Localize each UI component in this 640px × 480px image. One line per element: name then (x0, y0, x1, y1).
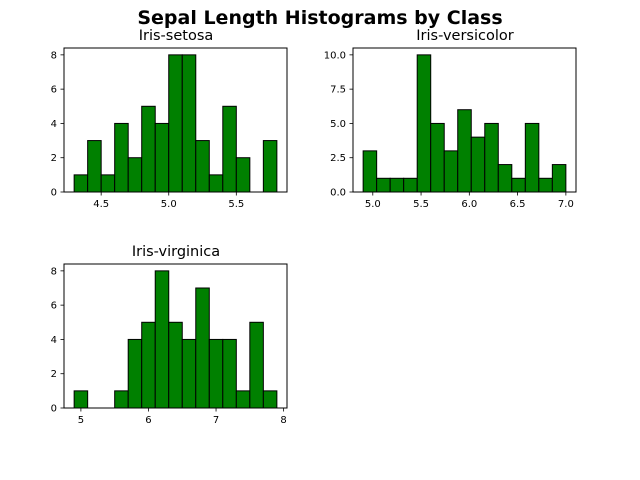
histogram-bar (127, 157, 143, 193)
histogram-bar (181, 338, 197, 409)
histogram-bar (262, 390, 278, 409)
histogram-bar (497, 164, 513, 193)
histogram-bar (511, 177, 526, 193)
x-tick-label: 5.0 (365, 199, 381, 210)
histogram-bar (127, 338, 143, 409)
y-tick-label: 2 (51, 369, 57, 380)
y-tick-label: 5.0 (330, 119, 346, 130)
axes-frame (63, 263, 288, 409)
y-tick-label: 0.0 (330, 188, 346, 199)
histogram-bar (154, 122, 170, 193)
x-tick-label: 7 (213, 415, 219, 426)
axes-frame (352, 47, 577, 193)
histogram-bar (141, 105, 156, 193)
y-tick-label: 10.0 (324, 50, 346, 61)
subplot-iris-setosa: Iris-setosa 4.5 5.0 5.5 0 2 4 6 8 (51, 28, 288, 210)
x-tick-label: 5.5 (413, 199, 429, 210)
x-tick-label: 5 (78, 415, 84, 426)
histogram-bar (168, 321, 183, 409)
histogram-bar (457, 109, 472, 193)
histogram-bar (208, 338, 224, 409)
histogram-bar (235, 390, 251, 409)
subplot-iris-virginica: Iris-virginica 5 6 7 8 0 2 4 6 8 (51, 244, 288, 426)
y-tick-label: 0 (51, 404, 57, 415)
histogram-bar (389, 177, 405, 193)
histogram-bar (470, 136, 486, 193)
figure-title: Sepal Length Histograms by Class (137, 7, 503, 29)
histogram-bar (208, 174, 224, 193)
histogram-bar (403, 177, 418, 193)
histogram-bar (416, 54, 432, 193)
x-tick-label: 6 (145, 415, 151, 426)
y-tick-label: 2.5 (330, 153, 346, 164)
histogram-bar (114, 122, 129, 193)
y-tick-label: 2 (51, 153, 57, 164)
histogram-bar (362, 150, 378, 193)
x-tick-label: 8 (280, 415, 286, 426)
histogram-bar (73, 174, 89, 193)
histogram-bar (195, 287, 210, 409)
histogram-bar (222, 105, 237, 193)
histogram-bar (262, 140, 278, 193)
x-tick-label: 5.0 (161, 199, 177, 210)
histogram-bar (484, 122, 499, 193)
x-tick-label: 6.0 (461, 199, 477, 210)
histogram-bar (114, 390, 129, 409)
histogram-bar (73, 390, 89, 409)
histogram-bar (249, 321, 264, 409)
subplot-title: Iris-virginica (132, 244, 220, 260)
histogram-bar (154, 270, 170, 409)
histogram-bar (100, 174, 116, 193)
histogram-bar (430, 122, 445, 193)
subplot-title: Iris-setosa (139, 28, 214, 44)
x-tick-label: 7.0 (558, 199, 574, 210)
subplot-title: Iris-versicolor (416, 28, 513, 44)
x-tick-label: 6.5 (510, 199, 526, 210)
histogram-bar (538, 177, 553, 193)
histogram-bar (222, 338, 237, 409)
y-tick-label: 6 (51, 85, 57, 96)
histogram-bar (551, 164, 567, 193)
histogram-bar (524, 122, 540, 193)
histogram-bar (443, 150, 459, 193)
histogram-bar (195, 140, 210, 193)
y-tick-label: 4 (51, 335, 57, 346)
y-tick-label: 0 (51, 188, 57, 199)
x-tick-label: 4.5 (93, 199, 109, 210)
y-tick-label: 8 (51, 266, 57, 277)
histogram-bar (235, 157, 251, 193)
histogram-bar (376, 177, 391, 193)
y-tick-label: 7.5 (330, 85, 346, 96)
y-tick-label: 6 (51, 301, 57, 312)
axes-frame (63, 47, 288, 193)
x-tick-label: 5.5 (228, 199, 244, 210)
subplot-iris-versicolor: Iris-versicolor 5.0 5.5 6.0 6.5 7.0 0.0 2.5 5.0… (324, 28, 577, 210)
histogram-bar (181, 54, 197, 193)
histogram-bar (168, 54, 183, 193)
y-tick-label: 8 (51, 50, 57, 61)
histogram-bar (87, 140, 102, 193)
histogram-bar (141, 321, 156, 409)
y-tick-label: 4 (51, 119, 57, 130)
